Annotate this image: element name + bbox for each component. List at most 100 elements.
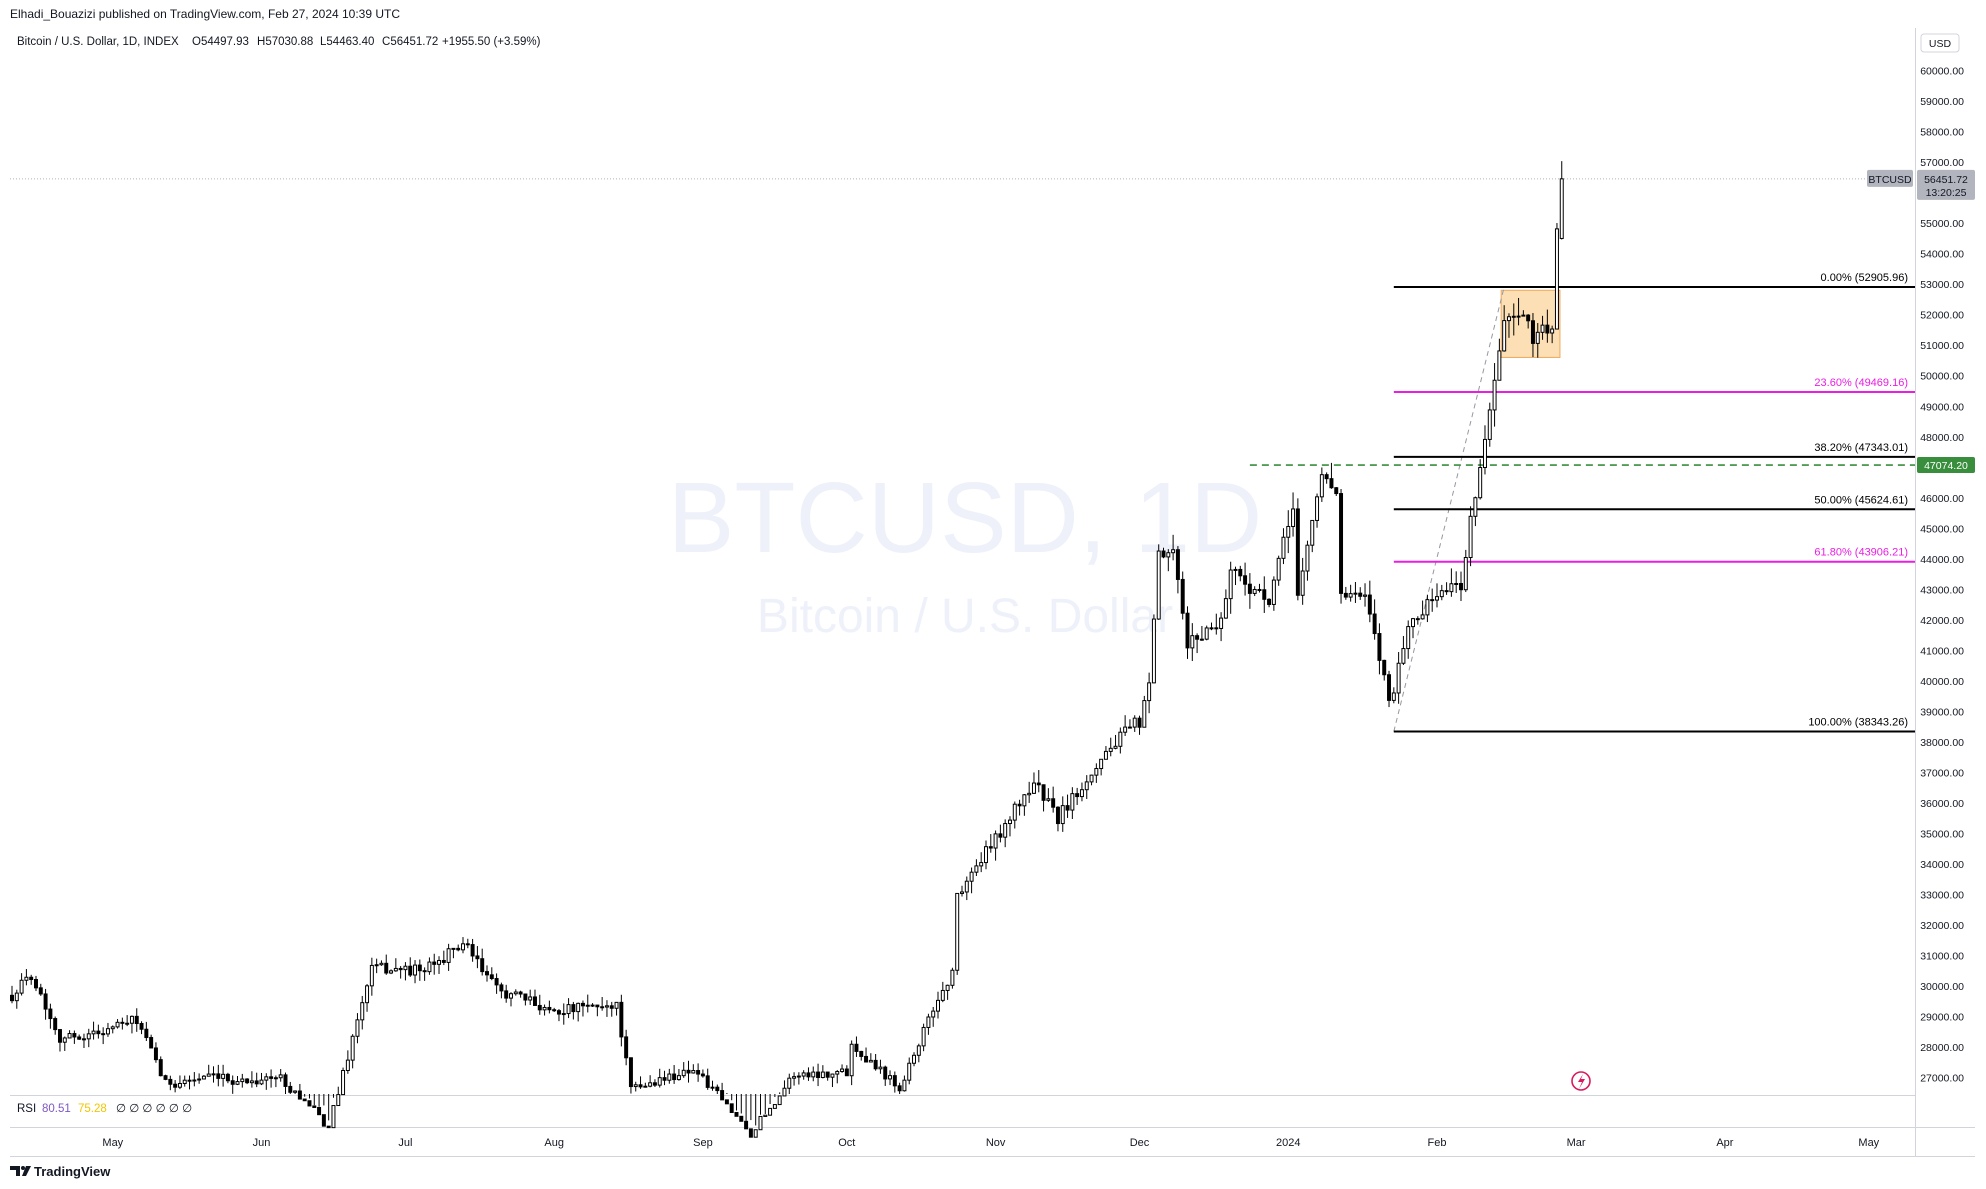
- candle: [787, 1073, 792, 1094]
- candle: [566, 998, 571, 1019]
- candle: [1060, 796, 1065, 832]
- candle: [86, 1028, 91, 1048]
- candle: [1243, 562, 1248, 596]
- consolidation-box[interactable]: [1500, 289, 1561, 358]
- ohlc-high-key: H: [257, 36, 265, 48]
- candle-body: [556, 1010, 561, 1015]
- price-axis[interactable]: 27000.00 28000.00 29000.00 30000.00 31000.00…: [1920, 66, 1964, 1085]
- fib-level-label: 50.00% (45624.61): [1814, 494, 1908, 506]
- candle: [201, 1074, 206, 1080]
- candle: [1113, 734, 1118, 750]
- candle-body: [441, 959, 446, 963]
- candle-body: [1411, 618, 1415, 628]
- candle: [1271, 576, 1276, 611]
- candle: [1425, 594, 1430, 623]
- candle: [1319, 467, 1324, 502]
- candle: [1459, 571, 1463, 602]
- time-axis[interactable]: May Jun Jul Aug Sep Oct Nov Dec 2024 Feb Mar Apr May: [102, 1137, 1879, 1149]
- candle-body: [1007, 819, 1012, 825]
- candle-body: [77, 1036, 82, 1040]
- candle: [868, 1053, 873, 1063]
- candle-body: [201, 1075, 206, 1080]
- candle-body: [480, 958, 485, 973]
- time-tick-label: Apr: [1716, 1137, 1733, 1149]
- consolidation-box-layer[interactable]: [1500, 289, 1561, 358]
- candle-body: [734, 1111, 739, 1117]
- symbol-description[interactable]: Bitcoin / U.S. Dollar, 1D, INDEX: [17, 36, 179, 48]
- fib-retracement[interactable]: 0.00% (52905.96) 23.60% (49469.16) 38.20% …: [1393, 272, 1915, 733]
- candle: [590, 1003, 595, 1007]
- tradingview-brand[interactable]: TradingView: [34, 1164, 111, 1179]
- candlestick-series: [10, 161, 1564, 1138]
- symbol-legend[interactable]: Bitcoin / U.S. Dollar, 1D, INDEX O54497.…: [17, 36, 541, 48]
- candle-body: [307, 1100, 312, 1107]
- candle-body: [1137, 717, 1142, 728]
- candle-body: [1175, 549, 1180, 580]
- candle: [652, 1079, 657, 1087]
- candle-body: [1559, 178, 1564, 239]
- candle: [1339, 489, 1344, 604]
- candle-body: [235, 1081, 240, 1085]
- candle-body: [461, 943, 465, 951]
- candle: [254, 1072, 259, 1088]
- candle-body: [820, 1071, 825, 1079]
- price-tick-label: 44000.00: [1920, 554, 1964, 566]
- candle-body: [91, 1030, 96, 1035]
- candle-body: [101, 1033, 106, 1036]
- candle-body: [1377, 633, 1382, 661]
- candle-body: [955, 892, 960, 971]
- lightning-icon[interactable]: [1571, 1071, 1591, 1091]
- candle: [1406, 620, 1411, 659]
- candle: [422, 967, 427, 981]
- candle: [398, 966, 403, 979]
- candle: [81, 1033, 86, 1049]
- candle-body: [1478, 467, 1483, 499]
- price-tick-label: 51000.00: [1920, 340, 1964, 352]
- candle-body: [662, 1077, 667, 1081]
- candle: [230, 1075, 235, 1094]
- candle: [1209, 622, 1214, 631]
- candle-body: [1022, 794, 1027, 807]
- candle-body: [595, 1004, 600, 1008]
- candle: [1487, 402, 1492, 447]
- candle: [758, 1094, 763, 1131]
- candle: [1463, 549, 1468, 593]
- currency-label[interactable]: USD: [1929, 38, 1952, 50]
- candle-body: [129, 1015, 134, 1024]
- rsi-name[interactable]: RSI: [17, 1103, 36, 1115]
- candle-body: [1003, 823, 1008, 838]
- candle: [1027, 781, 1032, 803]
- candle-body: [873, 1059, 878, 1070]
- candle: [720, 1082, 725, 1101]
- candle-body: [772, 1104, 777, 1109]
- candle: [993, 830, 998, 861]
- candle: [221, 1064, 226, 1087]
- candle-body: [988, 846, 993, 849]
- candle: [192, 1072, 197, 1087]
- currency-button-bg[interactable]: [1920, 33, 1960, 53]
- candle: [1156, 544, 1161, 620]
- currency-button[interactable]: USD: [1920, 33, 1960, 53]
- rsi-legend[interactable]: RSI 80.51 75.28 ∅ ∅ ∅ ∅ ∅ ∅: [17, 1103, 192, 1115]
- candle: [1137, 715, 1142, 735]
- candle-body: [96, 1030, 101, 1035]
- candle-body: [1391, 692, 1396, 701]
- candle: [1377, 623, 1382, 675]
- candle: [374, 958, 379, 974]
- candle: [494, 973, 499, 994]
- candle: [91, 1021, 96, 1040]
- candle-body: [1108, 747, 1113, 752]
- candle: [892, 1071, 897, 1093]
- candle: [62, 1036, 67, 1051]
- candle: [748, 1094, 753, 1138]
- candle: [1238, 565, 1243, 582]
- tradingview-logo[interactable]: TradingView: [10, 1164, 111, 1179]
- candle: [173, 1080, 178, 1093]
- candle: [844, 1065, 849, 1077]
- candle: [561, 1003, 566, 1025]
- candle-body: [744, 1120, 749, 1130]
- candle-body: [43, 993, 48, 1010]
- candle-body: [465, 943, 470, 946]
- candle: [1171, 534, 1176, 561]
- candle-body: [1113, 745, 1118, 749]
